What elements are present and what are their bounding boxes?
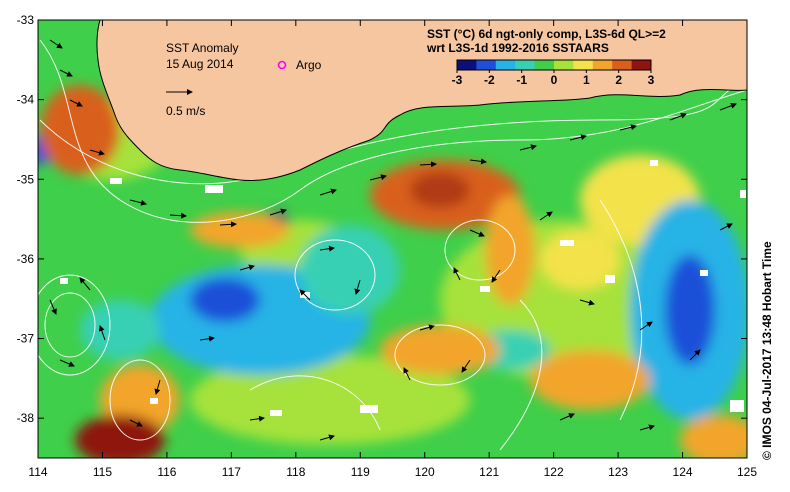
map-date: 15 Aug 2014 (166, 57, 234, 71)
x-tick-label: 125 (737, 465, 757, 479)
argo-legend: Argo (277, 58, 322, 72)
hot-patch (410, 172, 470, 208)
map-title: SST Anomaly (166, 41, 238, 55)
colorbar-swatch (515, 60, 536, 70)
y-tick-label: -33 (17, 13, 35, 27)
colorbar-title-line2: wrt L3S-1d 1992-2016 SSTAARS (426, 41, 609, 55)
current-vectors (49, 39, 737, 441)
x-tick-label: 123 (608, 465, 628, 479)
colorbar-tick-label: 2 (615, 73, 622, 87)
colorbar-swatch (534, 60, 555, 70)
x-tick-label: 124 (673, 465, 693, 479)
argo-marker-icon (277, 60, 287, 70)
x-tick-label: 114 (28, 465, 47, 479)
colorbar-title-line1: SST (°C) 6d ngt-only comp, L3S-6d QL>=2 (427, 27, 666, 41)
colorbar-swatch (495, 60, 516, 70)
argo-label: Argo (296, 58, 322, 72)
ssh-contours (38, 39, 747, 451)
y-tick-label: -36 (17, 252, 35, 266)
colorbar-tick-label: -3 (452, 73, 463, 87)
mild-patch (190, 355, 470, 445)
colorbar-tick-label: -2 (484, 73, 495, 87)
warm-patch (530, 350, 650, 410)
colorbar: SST (°C) 6d ngt-only comp, L3S-6d QL>=2 … (426, 27, 666, 87)
cool-patch (300, 225, 400, 315)
colorbar-swatch (476, 60, 497, 70)
warm-patch (190, 212, 290, 248)
colorbar-tick-label: 0 (551, 73, 558, 87)
x-tick-label: 122 (544, 465, 564, 479)
plot-frame (37, 19, 748, 459)
x-tick-label: 121 (479, 465, 499, 479)
warm-patch (380, 325, 500, 375)
y-tick-label: -38 (17, 411, 35, 425)
colorbar-tick-label: 1 (583, 73, 590, 87)
colorbar-swatch (612, 60, 633, 70)
x-tick-label: 118 (286, 465, 305, 479)
warm-patch (485, 195, 535, 305)
vector-scale: 0.5 m/s (166, 89, 205, 118)
x-tick-label: 119 (351, 465, 370, 479)
colorbar-swatch (631, 60, 652, 70)
colorbar-swatch (573, 60, 594, 70)
cold-patch (665, 255, 715, 365)
warm-patch (680, 415, 747, 458)
colorbar-swatch (592, 60, 613, 70)
y-axis: -33-34-35-36-37-38 (17, 13, 747, 425)
colorbar-swatch (554, 60, 574, 70)
cold-patch (190, 278, 260, 322)
y-tick-label: -34 (17, 93, 35, 107)
y-tick-label: -35 (17, 172, 35, 186)
cloud-gaps (60, 160, 746, 416)
y-tick-label: -37 (17, 332, 35, 346)
x-tick-label: 115 (93, 465, 112, 479)
x-tick-label: 120 (415, 465, 435, 479)
imos-credit: © IMOS 04-Jul-2017 13:48 Hobart Time (760, 241, 774, 460)
colorbar-tick-label: -1 (516, 73, 527, 87)
colorbar-tick-label: 3 (648, 73, 655, 87)
x-tick-label: 116 (157, 465, 176, 479)
cool-patch (80, 300, 160, 360)
x-tick-label: 117 (222, 465, 241, 479)
vector-scale-label: 0.5 m/s (166, 104, 205, 118)
warm-patch (40, 85, 120, 175)
x-axis: 114 115 116 117 118 119 120 121 122 123 124 125 (28, 20, 757, 479)
colorbar-swatch (457, 60, 477, 70)
